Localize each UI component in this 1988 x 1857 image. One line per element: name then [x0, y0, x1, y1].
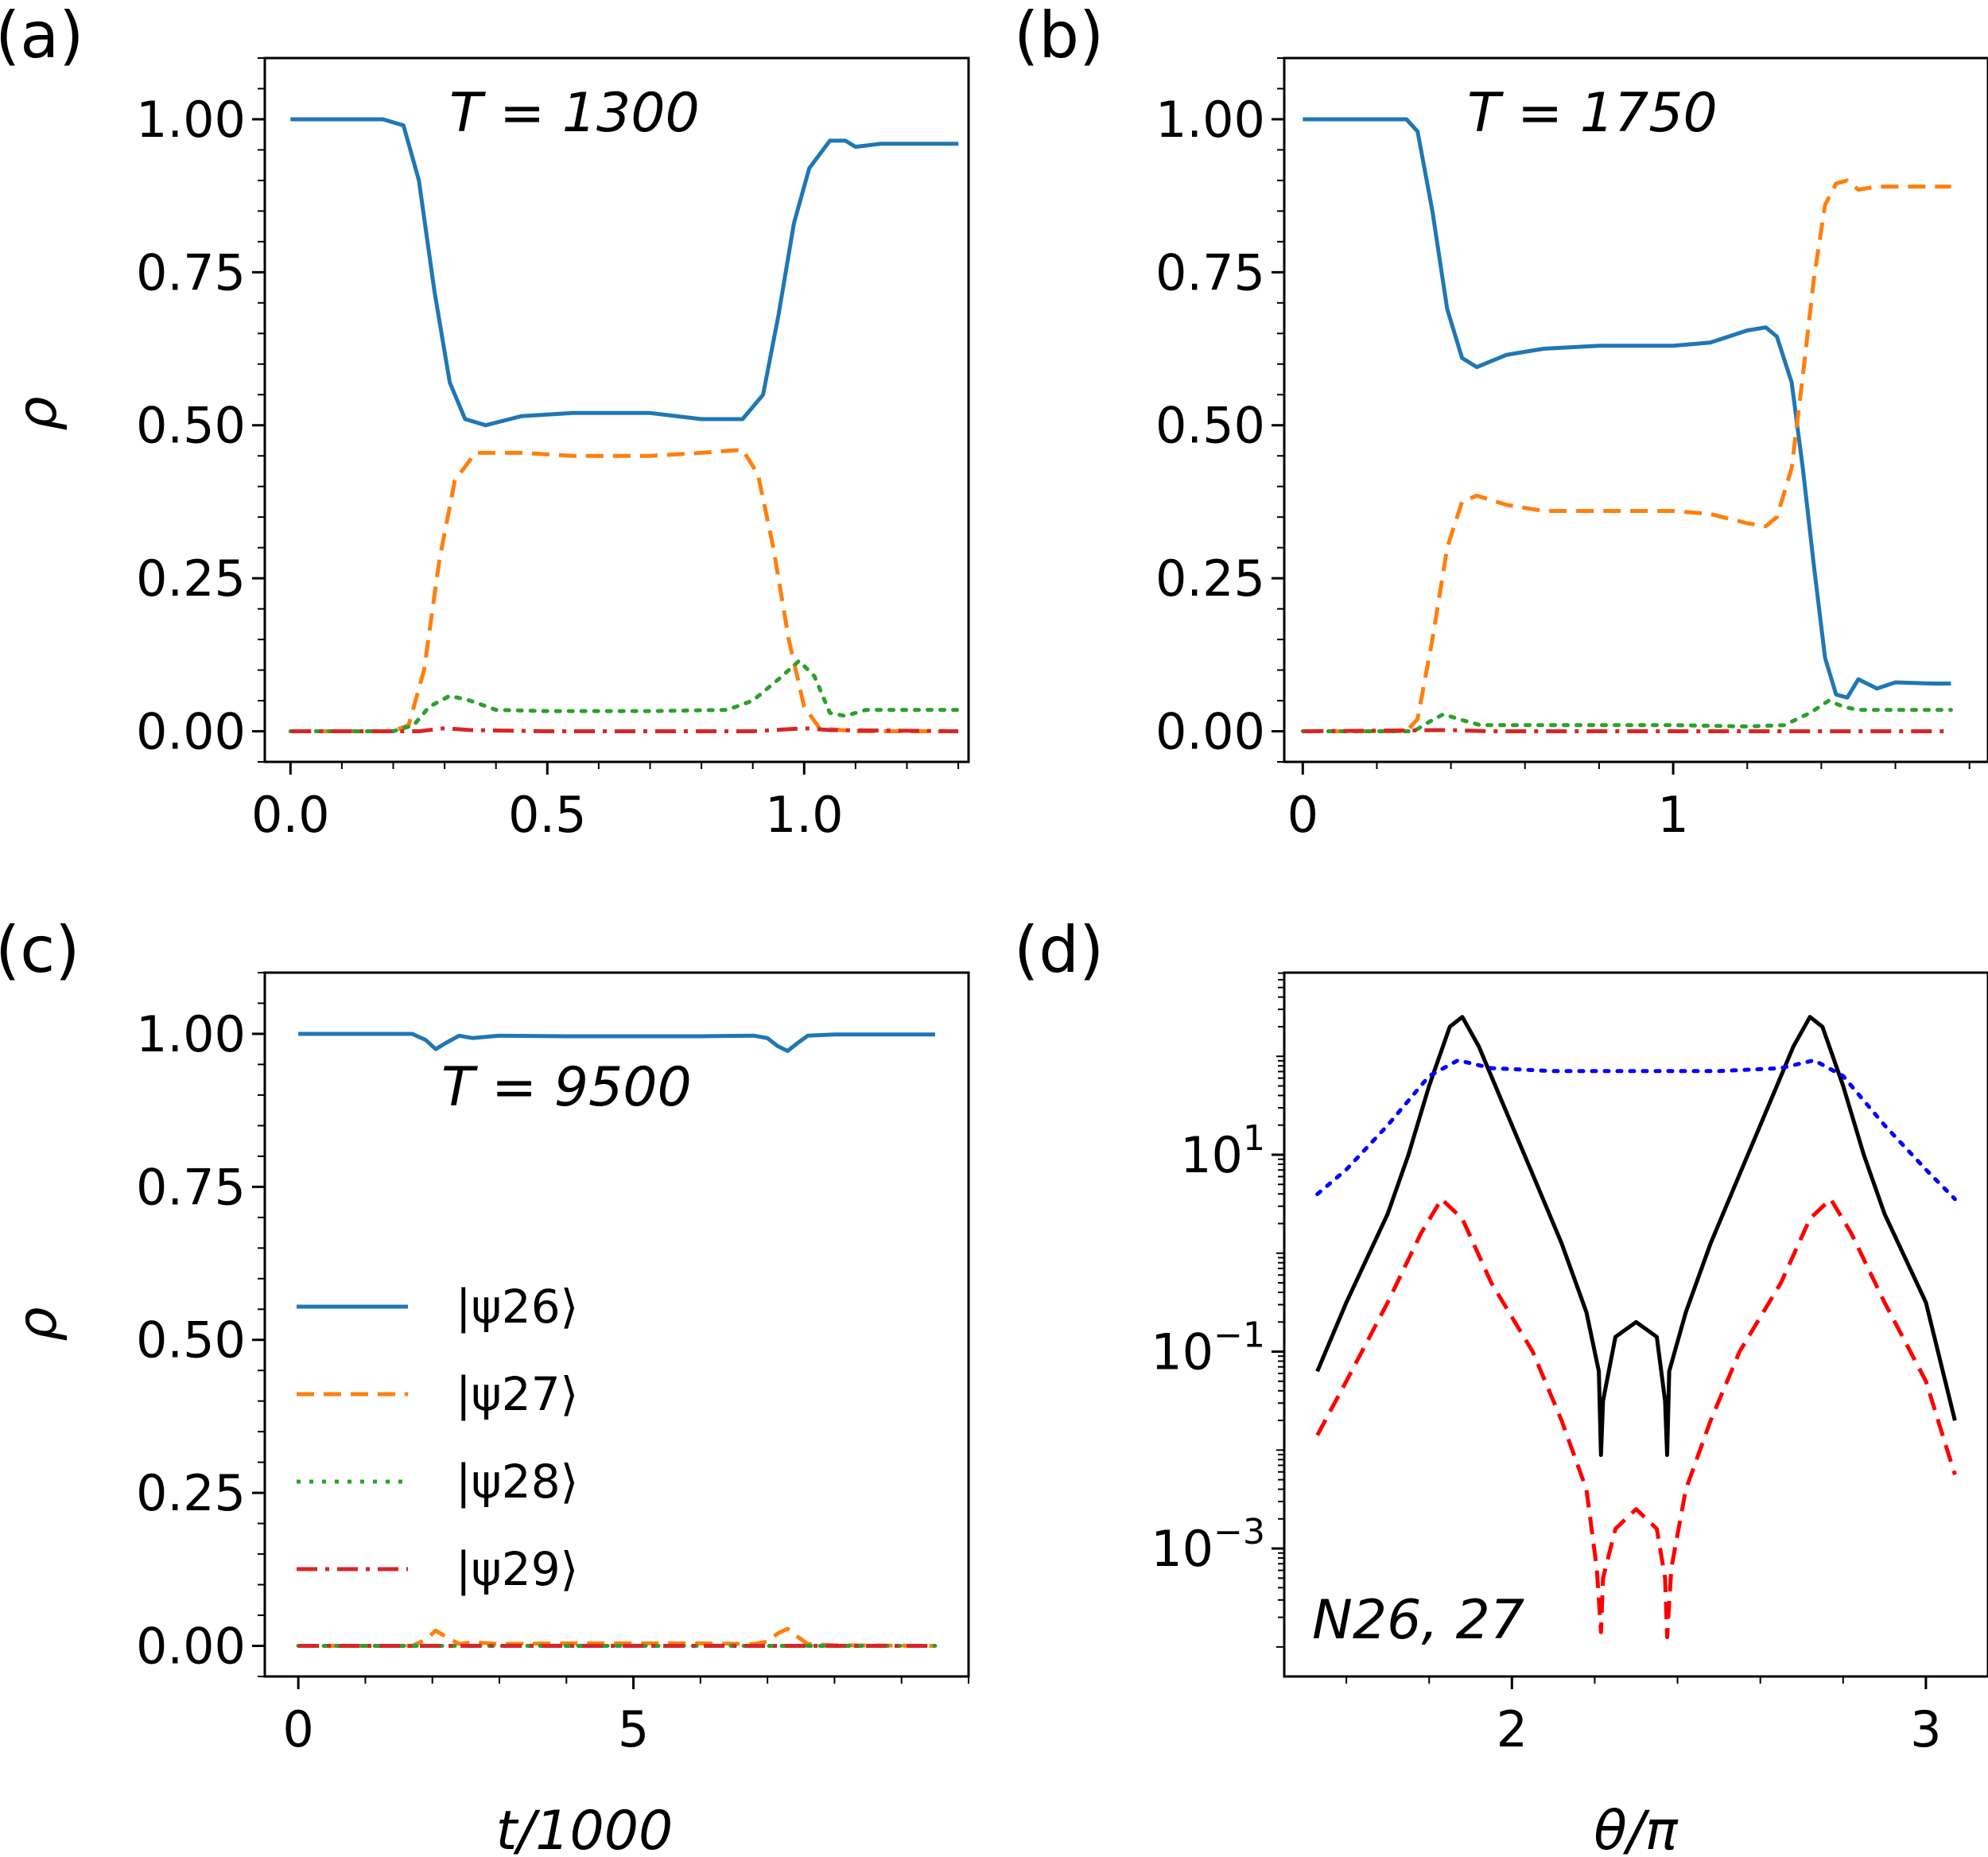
- panel-a-lines: [288, 117, 961, 733]
- panel-d-ticks: 2 3 10−3 10−1 101: [1151, 972, 1942, 1758]
- x-tick-label: 0: [1287, 786, 1318, 844]
- y-tick-label: 0.50: [136, 397, 246, 455]
- x-tick-label: 1.0: [765, 786, 844, 844]
- series-line-b-2: [1300, 698, 1953, 733]
- y-tick-label: 0.25: [136, 1464, 246, 1522]
- panel-c-lines: [296, 1031, 938, 1648]
- panel-a-annotation: T = 1300: [449, 82, 700, 145]
- panel-c-ticks: 0 5 0.00 0.25 0.50 0.75 1.00: [136, 972, 969, 1758]
- panel-b-label: (b): [1014, 0, 1104, 72]
- panel-c: (c) T = 9500 ρ t/1000 0 5 0.00 0.25 0.50 0.75…: [0, 913, 970, 1857]
- panel-c-legend: |ψ26⟩ |ψ27⟩ |ψ28⟩ |ψ29⟩: [297, 1280, 578, 1596]
- x-tick-label: 1: [1657, 786, 1688, 844]
- series-line-a-2: [288, 658, 961, 733]
- series-line-c-1: [298, 1626, 935, 1648]
- x-tick-label: 0: [282, 1700, 313, 1758]
- panel-a-ylabel: ρ: [6, 396, 69, 430]
- y-tick-label: 0.25: [136, 550, 246, 608]
- y-tick-label: 0.00: [136, 1618, 246, 1676]
- y-tick-label: 1.00: [136, 1005, 246, 1063]
- series-line-a-3: [290, 726, 959, 733]
- y-tick-label: 0.50: [136, 1311, 246, 1369]
- panel-d-lines: [1315, 1015, 1957, 1639]
- y-tick-label: 1.00: [136, 91, 246, 149]
- panel-a-label: (a): [0, 0, 83, 72]
- panel-c-frame: [263, 971, 970, 1678]
- y-tick-label: 0.75: [1155, 243, 1265, 301]
- panel-b-annotation: T = 1750: [1467, 82, 1718, 145]
- panel-b-ticks: 0 1 0.00 0.25 0.50 0.75 1.00: [1155, 57, 1971, 844]
- y-tick-label: 0.75: [136, 243, 246, 301]
- y-tick-label: 0.50: [1155, 397, 1265, 455]
- panel-a: (a) T = 1300 ρ 0.0 0.5 1.0 0.00 0.25 0.50 0.75…: [0, 0, 970, 844]
- panel-c-ylabel: ρ: [6, 1307, 69, 1341]
- series-line-b-3: [1303, 728, 1951, 733]
- panel-b: (b) T = 1750 0 1 0.00 0.25 0.50 0.75 1.00: [1014, 0, 1988, 844]
- x-tick-label: 2: [1497, 1700, 1528, 1758]
- panel-b-frame: [1283, 56, 1988, 763]
- y-tick-label: 0.00: [136, 703, 246, 761]
- panel-c-annotation: T = 9500: [441, 1056, 692, 1119]
- legend-label: |ψ29⟩: [456, 1542, 578, 1596]
- panel-d-xlabel: θ/π: [1594, 1800, 1679, 1857]
- panel-a-ticks: 0.0 0.5 1.0 0.00 0.25 0.50 0.75 1.00: [136, 57, 960, 844]
- legend-label: |ψ28⟩: [456, 1455, 578, 1509]
- panel-a-frame: [263, 56, 970, 763]
- panel-b-lines: [1300, 117, 1953, 733]
- x-tick-label: 0.5: [508, 786, 587, 844]
- panel-d-frame: [1283, 971, 1988, 1678]
- panel-d-label: (d): [1014, 913, 1104, 987]
- panel-d-annotation: N26, 27: [1312, 1589, 1524, 1652]
- series-line-a-0: [290, 117, 959, 428]
- y-tick-label: 1.00: [1155, 91, 1265, 149]
- panel-c-xlabel: t/1000: [496, 1800, 674, 1857]
- y-tick-label: 10−1: [1151, 1315, 1265, 1381]
- legend-label: |ψ27⟩: [456, 1367, 578, 1421]
- panel-c-label: (c): [0, 913, 80, 987]
- series-line-b-0: [1303, 117, 1951, 700]
- x-tick-label: 0.0: [251, 786, 330, 844]
- y-tick-label: 0.00: [1155, 703, 1265, 761]
- series-line-d-1: [1315, 1058, 1957, 1202]
- series-line-b-1: [1303, 178, 1951, 733]
- legend-label: |ψ26⟩: [456, 1280, 578, 1334]
- series-line-d-2: [1315, 1197, 1957, 1639]
- y-tick-label: 101: [1180, 1118, 1265, 1184]
- series-line-a-1: [290, 448, 959, 733]
- series-line-d-0: [1315, 1015, 1957, 1457]
- x-tick-label: 3: [1910, 1700, 1941, 1758]
- panel-d: (d) N26, 27 θ/π 2 3 10−3 10−1 101: [1014, 913, 1988, 1857]
- x-tick-label: 5: [618, 1700, 649, 1758]
- y-tick-label: 0.75: [136, 1158, 246, 1216]
- y-tick-label: 10−3: [1151, 1512, 1265, 1578]
- series-line-c-0: [298, 1031, 935, 1053]
- y-tick-label: 0.25: [1155, 550, 1265, 608]
